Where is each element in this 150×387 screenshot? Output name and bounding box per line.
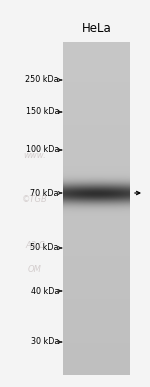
Text: ©TGB: ©TGB <box>22 195 48 204</box>
Text: 250 kDa: 250 kDa <box>25 75 59 84</box>
Text: 150 kDa: 150 kDa <box>26 108 59 116</box>
Text: A3.C: A3.C <box>25 240 45 250</box>
Text: OM: OM <box>28 265 42 274</box>
Text: www.: www. <box>24 151 46 159</box>
Text: 40 kDa: 40 kDa <box>31 286 59 296</box>
Text: HeLa: HeLa <box>82 22 112 34</box>
Text: 30 kDa: 30 kDa <box>31 337 59 346</box>
Text: 100 kDa: 100 kDa <box>26 146 59 154</box>
Text: 70 kDa: 70 kDa <box>30 188 59 197</box>
Text: 50 kDa: 50 kDa <box>30 243 59 252</box>
